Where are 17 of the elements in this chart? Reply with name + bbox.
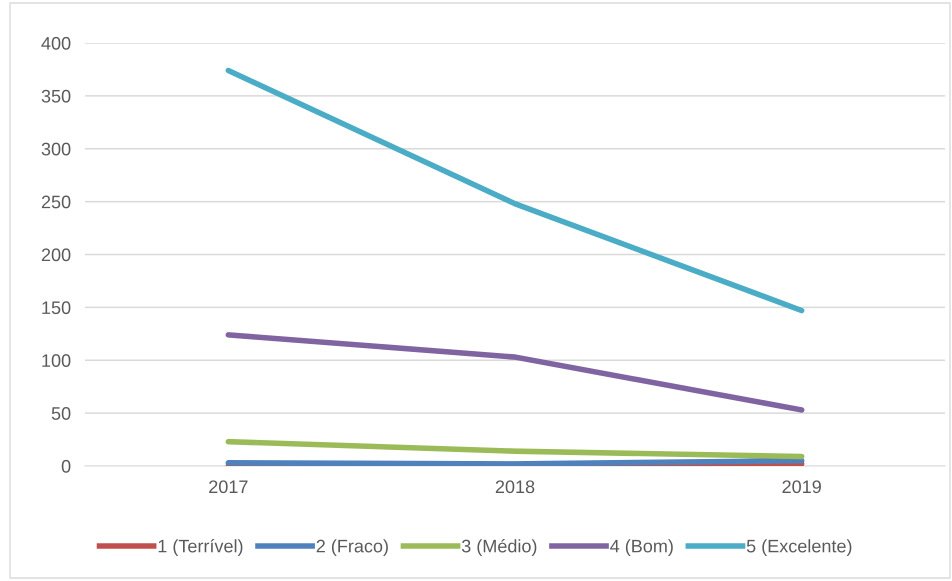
y-tick-label: 0 (62, 460, 70, 473)
legend-label: 3 (Médio) (462, 538, 536, 556)
x-tick-label: 2018 (496, 480, 534, 494)
y-tick-label: 100 (42, 354, 70, 367)
y-tick-label: 50 (52, 407, 70, 420)
y-tick-label: 250 (42, 196, 70, 208)
y-tick-label: 200 (42, 248, 70, 262)
legend-label: 2 (Fraco) (316, 539, 388, 556)
y-tick-label: 350 (42, 90, 70, 103)
x-tick-label: 2017 (209, 480, 248, 494)
y-tick-label: 400 (41, 36, 70, 50)
x-tick-label: 2019 (782, 480, 821, 494)
legend-label: 1 (Terrível) (158, 538, 242, 556)
y-tick-label: 300 (42, 142, 70, 156)
y-tick-label: 150 (42, 301, 70, 314)
legend-label: 4 (Bom) (610, 539, 673, 556)
legend-label: 5 (Excelente) (746, 539, 852, 556)
